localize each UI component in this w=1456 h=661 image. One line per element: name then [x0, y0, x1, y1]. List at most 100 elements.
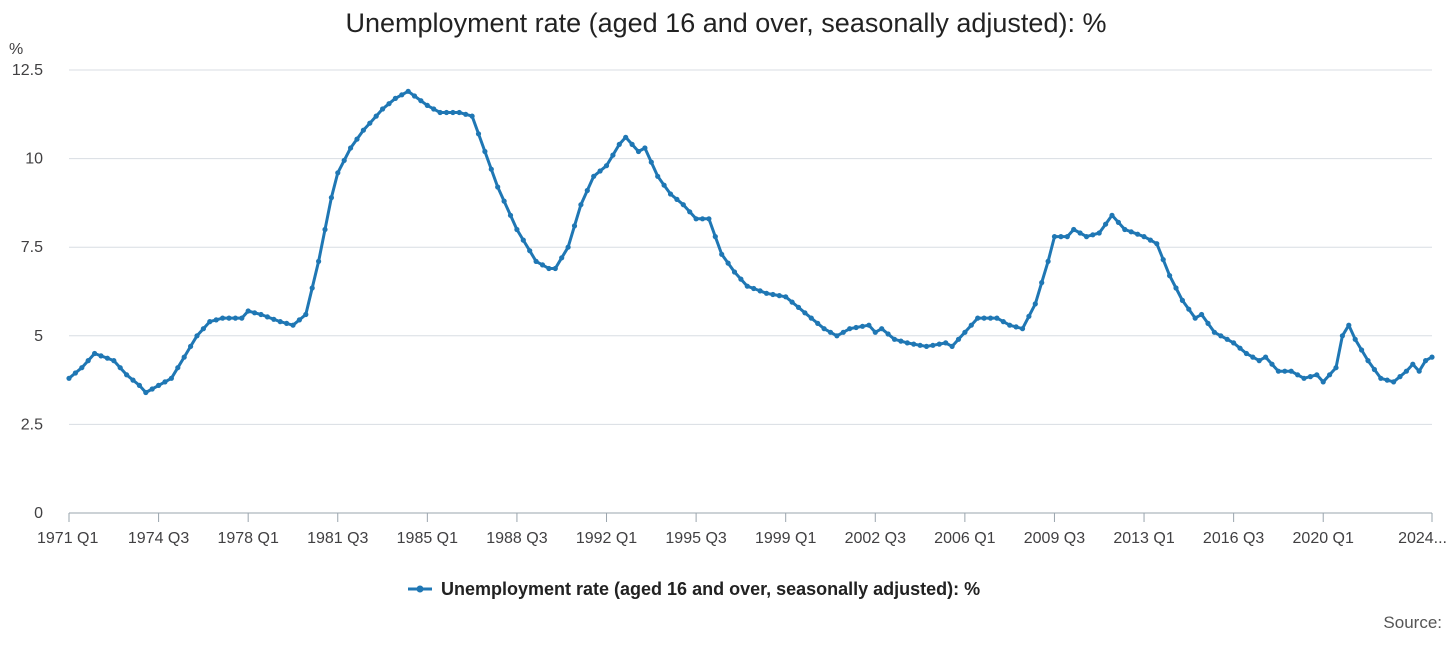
data-point[interactable]: [1096, 230, 1102, 236]
data-point[interactable]: [1045, 258, 1051, 264]
data-point[interactable]: [322, 226, 328, 233]
data-point[interactable]: [642, 145, 648, 151]
data-point[interactable]: [245, 308, 251, 314]
data-point[interactable]: [1179, 297, 1185, 303]
data-point[interactable]: [111, 358, 117, 364]
data-point[interactable]: [911, 341, 917, 347]
data-point[interactable]: [981, 315, 987, 321]
data-point[interactable]: [1083, 234, 1090, 240]
data-point[interactable]: [1301, 375, 1307, 381]
data-point[interactable]: [1090, 232, 1096, 238]
data-point[interactable]: [623, 134, 629, 140]
data-point[interactable]: [1391, 379, 1397, 385]
data-point[interactable]: [188, 343, 194, 349]
data-point[interactable]: [271, 316, 277, 322]
data-point[interactable]: [1154, 241, 1160, 247]
data-point[interactable]: [1135, 231, 1141, 237]
data-point[interactable]: [328, 195, 334, 201]
data-point[interactable]: [392, 95, 398, 101]
data-point[interactable]: [1128, 229, 1134, 235]
data-point[interactable]: [1237, 345, 1243, 351]
data-point[interactable]: [348, 145, 354, 151]
data-point[interactable]: [341, 157, 347, 163]
data-point[interactable]: [687, 209, 693, 215]
data-point[interactable]: [629, 141, 635, 147]
data-point[interactable]: [904, 340, 910, 346]
data-point[interactable]: [1378, 375, 1384, 381]
data-point[interactable]: [1039, 280, 1045, 286]
data-point[interactable]: [1192, 315, 1198, 321]
data-point[interactable]: [1115, 219, 1121, 225]
data-point[interactable]: [1000, 319, 1006, 325]
data-point[interactable]: [232, 315, 238, 321]
data-point[interactable]: [834, 333, 840, 339]
data-point[interactable]: [821, 326, 827, 332]
data-point[interactable]: [136, 382, 142, 388]
data-point[interactable]: [1013, 324, 1019, 330]
data-point[interactable]: [827, 329, 834, 335]
data-point[interactable]: [1058, 234, 1064, 240]
data-point[interactable]: [1384, 377, 1390, 383]
data-point[interactable]: [277, 319, 283, 325]
data-point[interactable]: [859, 323, 866, 329]
data-point[interactable]: [578, 202, 584, 208]
data-point[interactable]: [603, 163, 610, 169]
data-point[interactable]: [367, 120, 373, 126]
data-point[interactable]: [104, 355, 110, 361]
data-point[interactable]: [757, 288, 763, 294]
data-point[interactable]: [1243, 350, 1249, 357]
data-point[interactable]: [514, 226, 520, 233]
data-point[interactable]: [1205, 320, 1211, 326]
data-point[interactable]: [1416, 368, 1422, 374]
data-point[interactable]: [1288, 368, 1294, 374]
data-point[interactable]: [1295, 372, 1301, 378]
data-point[interactable]: [475, 131, 482, 137]
data-point[interactable]: [124, 372, 130, 378]
data-point[interactable]: [482, 148, 488, 155]
data-point[interactable]: [156, 382, 162, 388]
data-point[interactable]: [1333, 365, 1339, 371]
data-point[interactable]: [744, 283, 750, 289]
data-point[interactable]: [1224, 336, 1230, 342]
data-point[interactable]: [955, 336, 962, 342]
data-point[interactable]: [92, 350, 98, 357]
data-point[interactable]: [962, 329, 968, 335]
data-point[interactable]: [98, 353, 104, 359]
data-point[interactable]: [1307, 374, 1313, 380]
data-point[interactable]: [1071, 226, 1077, 233]
data-point[interactable]: [220, 315, 226, 321]
data-point[interactable]: [1122, 226, 1128, 233]
data-point[interactable]: [181, 354, 187, 360]
data-point[interactable]: [411, 93, 418, 99]
data-point[interactable]: [1019, 326, 1026, 332]
data-point[interactable]: [507, 212, 514, 218]
data-point[interactable]: [712, 234, 718, 240]
data-point[interactable]: [898, 338, 904, 344]
data-point[interactable]: [1263, 354, 1269, 360]
data-point[interactable]: [1160, 257, 1166, 263]
data-point[interactable]: [66, 375, 72, 381]
data-point[interactable]: [443, 109, 450, 116]
data-point[interactable]: [1327, 372, 1333, 378]
data-point[interactable]: [79, 365, 85, 371]
data-point[interactable]: [258, 311, 264, 318]
data-point[interactable]: [770, 291, 776, 298]
data-point[interactable]: [802, 310, 808, 316]
data-point[interactable]: [264, 314, 270, 320]
data-point[interactable]: [975, 315, 981, 321]
data-point[interactable]: [725, 260, 731, 266]
data-point[interactable]: [386, 101, 392, 107]
data-point[interactable]: [316, 258, 322, 264]
data-point[interactable]: [584, 187, 590, 194]
data-point[interactable]: [373, 113, 379, 119]
data-point[interactable]: [789, 299, 795, 305]
data-point[interactable]: [303, 311, 309, 318]
data-point[interactable]: [130, 377, 136, 383]
data-point[interactable]: [1339, 333, 1345, 339]
data-point[interactable]: [667, 191, 674, 197]
data-point[interactable]: [239, 315, 245, 321]
data-point[interactable]: [1365, 358, 1371, 364]
data-point[interactable]: [552, 265, 558, 272]
data-point[interactable]: [808, 315, 814, 321]
data-point[interactable]: [399, 92, 405, 98]
